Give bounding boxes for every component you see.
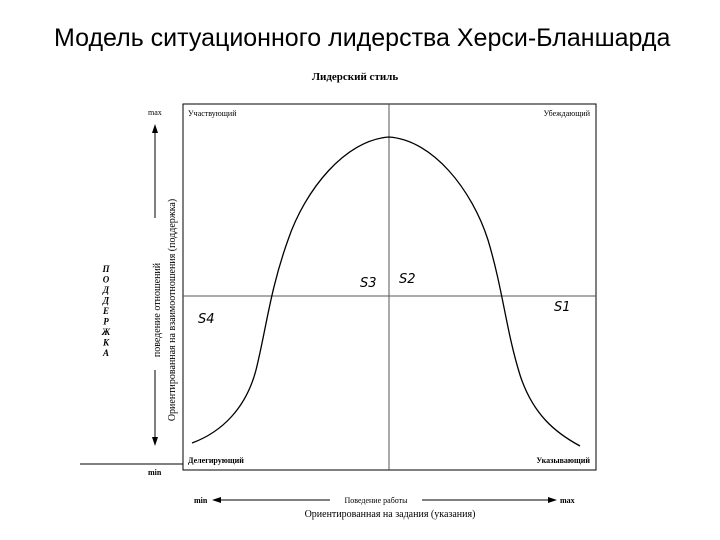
y-axis-label-main: Ориентированная на взаимоотношения (подд… <box>167 199 178 421</box>
side-letter: Ж <box>101 327 111 337</box>
y-axis-min: min <box>148 468 162 477</box>
side-letter: А <box>102 348 109 358</box>
x-axis-arrowhead-right <box>548 497 557 503</box>
x-axis-label-secondary: Поведение работы <box>344 496 408 505</box>
side-letter: К <box>102 338 110 348</box>
y-axis-max: max <box>148 108 162 117</box>
side-letter: Р <box>103 317 109 327</box>
x-axis-label-main: Ориентированная на задания (указания) <box>305 509 476 520</box>
quadrant-delegating: Делегирующий <box>188 456 244 465</box>
quadrant-selling: Убеждающий <box>543 109 590 118</box>
x-axis-min: min <box>194 496 208 505</box>
leadership-curve <box>191 136 581 447</box>
quadrant-telling: Указывающий <box>536 456 590 465</box>
x-axis-max: max <box>560 496 575 505</box>
y-axis-arrowhead-up <box>152 124 158 133</box>
style-mark-s2: S2 <box>399 272 416 287</box>
style-mark-s1: S1 <box>554 300 571 315</box>
y-axis-label-secondary: поведение отношений <box>152 262 163 357</box>
slide-title: Модель ситуационного лидерства Херси-Бла… <box>54 24 671 52</box>
side-letter: Д <box>102 296 110 306</box>
style-mark-s4: S4 <box>198 312 215 327</box>
diagram-heading: Лидерский стиль <box>312 71 399 83</box>
side-letter: О <box>103 275 110 285</box>
x-axis-arrowhead-left <box>212 497 221 503</box>
style-mark-s3: S3 <box>360 276 377 291</box>
side-letter: Д <box>102 285 110 295</box>
quadrant-participating: Участвующий <box>188 109 237 118</box>
side-letter: П <box>101 264 110 274</box>
side-letter: Е <box>102 306 109 316</box>
y-axis-arrowhead-down <box>152 437 158 446</box>
